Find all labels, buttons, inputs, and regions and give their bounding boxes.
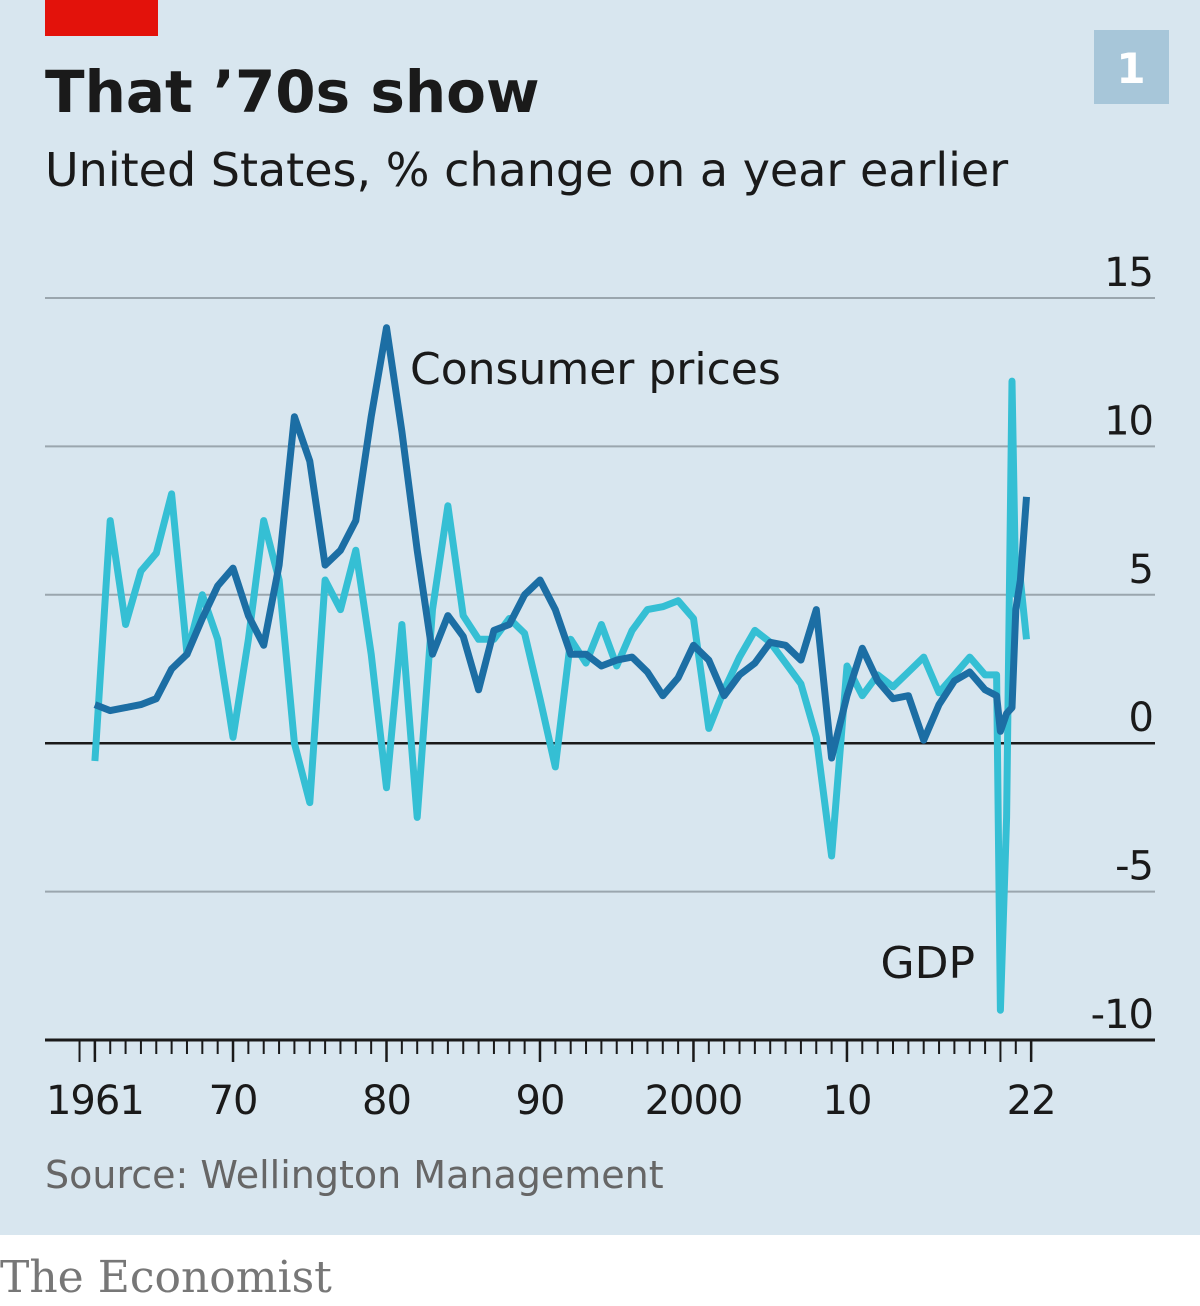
- x-tick-label: 2000: [645, 1078, 743, 1124]
- y-tick-label: -5: [1115, 844, 1153, 890]
- x-tick-label: 1961: [46, 1078, 144, 1124]
- publisher: The Economist: [0, 1252, 332, 1303]
- y-tick-label: 5: [1129, 547, 1153, 593]
- red-tag: [45, 0, 158, 36]
- series-line: [91, 377, 1030, 1014]
- source: Source: Wellington Management: [45, 1153, 664, 1197]
- x-tick-label: 80: [362, 1078, 411, 1124]
- y-tick-label: 15: [1104, 250, 1153, 296]
- chart-number-box: [1094, 30, 1169, 104]
- x-tick-label: 22: [1007, 1078, 1056, 1124]
- x-tick-label: 10: [823, 1078, 872, 1124]
- x-tick-label: 70: [209, 1078, 258, 1124]
- x-tick-label: 90: [516, 1078, 565, 1124]
- series-label: GDP: [880, 938, 975, 989]
- series-label: Consumer prices: [410, 344, 781, 395]
- y-tick-label: -10: [1091, 992, 1153, 1038]
- series-line: [93, 324, 1030, 762]
- y-tick-label: 10: [1104, 398, 1153, 444]
- y-tick-label: 0: [1129, 695, 1153, 741]
- chart-number: 1: [1116, 44, 1145, 93]
- chart-title: That ’70s show: [45, 58, 540, 126]
- chart-subtitle: United States, % change on a year earlie…: [45, 143, 1008, 197]
